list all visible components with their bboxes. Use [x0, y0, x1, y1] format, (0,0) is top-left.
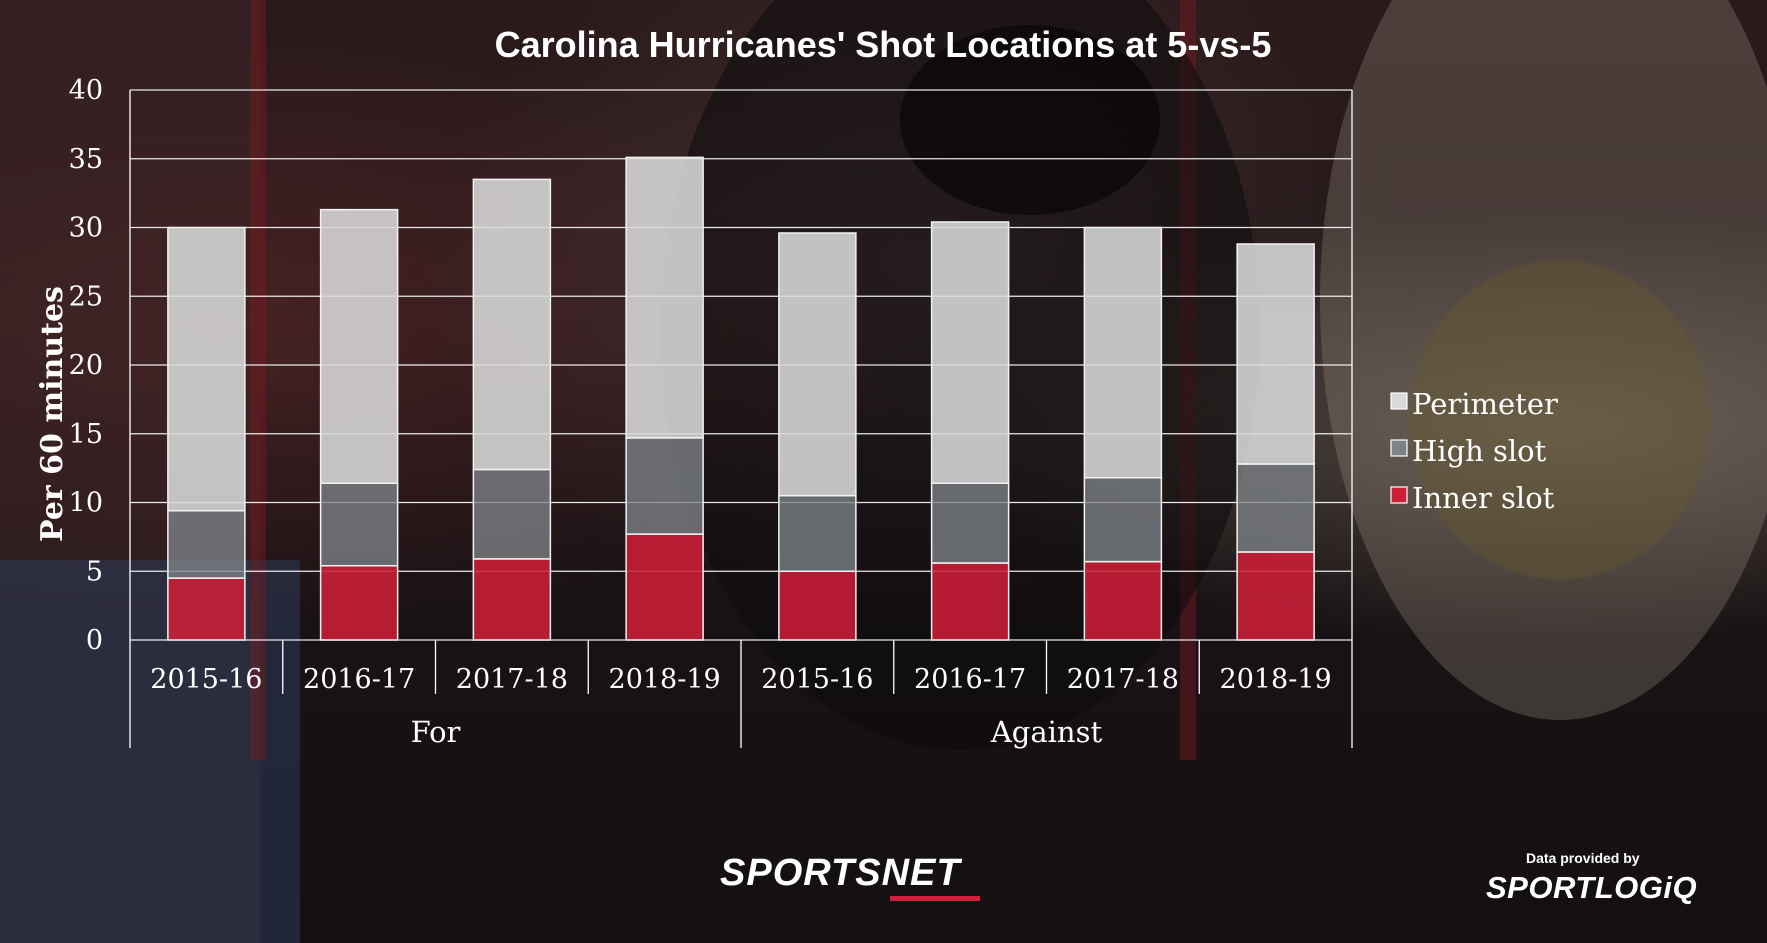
bars: [167, 156, 1315, 641]
bar-inner-slot: [1083, 560, 1163, 641]
y-tick-label: 5: [86, 556, 103, 587]
bar-high-slot: [1083, 477, 1163, 563]
bar-inner-slot: [319, 565, 399, 641]
bar-high-slot: [778, 494, 857, 572]
bar-high-slot: [1236, 463, 1315, 553]
y-tick-label: 15: [69, 419, 103, 450]
group-labels: For Against: [411, 715, 1103, 749]
legend-swatch: [1390, 486, 1408, 504]
bar-inner-slot: [625, 533, 704, 641]
x-tick-label: 2017-18: [1067, 664, 1179, 695]
x-tick-label: 2016-17: [914, 664, 1026, 695]
bar-high-slot: [319, 482, 399, 567]
bar-perimeter: [1236, 243, 1315, 465]
gridlines: [129, 89, 1353, 641]
data-credit: Data provided by SPORTLOGiQ: [1486, 850, 1706, 906]
legend-entry: High slot: [1412, 434, 1547, 468]
bar-inner-slot: [1236, 551, 1315, 641]
bar-inner-slot: [472, 558, 552, 641]
x-tick-label: 2016-17: [303, 664, 415, 695]
bar-high-slot: [167, 510, 246, 579]
bar-perimeter: [1083, 226, 1163, 479]
bar-high-slot: [625, 437, 704, 535]
y-tick-label: 30: [69, 213, 103, 244]
group-label: Against: [990, 715, 1103, 749]
bar-perimeter: [167, 226, 246, 512]
y-tick-labels: 0 5 10 15 20 25 30 35 40: [69, 75, 103, 656]
legend: Perimeter High slot Inner slot: [1390, 387, 1558, 515]
sportsnet-logo: SPORTSNET: [720, 852, 980, 901]
chart-title: Carolina Hurricanes' Shot Locations at 5…: [495, 24, 1272, 65]
y-tick-label: 35: [69, 144, 103, 175]
x-tick-label: 2018-19: [609, 664, 721, 695]
bar-perimeter: [930, 221, 1010, 484]
x-tick-labels: 2015-16 2016-17 2017-18 2018-19 2015-16 2016-…: [129, 640, 1353, 748]
x-tick-label: 2017-18: [456, 664, 568, 695]
bar-inner-slot: [167, 577, 246, 641]
group-label: For: [411, 715, 461, 749]
bar-perimeter: [472, 178, 552, 471]
y-tick-label: 0: [86, 625, 103, 656]
bar-perimeter: [778, 232, 857, 497]
legend-swatch: [1390, 392, 1408, 410]
x-tick-label: 2018-19: [1220, 664, 1332, 695]
y-tick-label: 25: [69, 281, 103, 312]
sportsnet-logo-text: SPORTSNET: [720, 852, 961, 894]
sportsnet-logo-swoosh: [890, 896, 980, 901]
bar-inner-slot: [778, 570, 857, 641]
bar-inner-slot: [930, 562, 1010, 641]
bar-high-slot: [930, 482, 1010, 564]
credit-caption: Data provided by: [1526, 850, 1640, 866]
y-tick-label: 20: [69, 350, 103, 381]
bar-perimeter: [625, 156, 704, 439]
x-tick-label: 2015-16: [150, 664, 262, 695]
x-tick-label: 2015-16: [761, 664, 873, 695]
legend-entry: Inner slot: [1412, 481, 1555, 515]
bar-high-slot: [472, 468, 552, 560]
sportlogiq-logo: SPORTLOGiQ: [1486, 870, 1698, 905]
bar-perimeter: [319, 208, 399, 484]
y-tick-label: 10: [69, 488, 103, 519]
legend-entry: Perimeter: [1412, 387, 1558, 421]
y-axis-label: Per 60 minutes: [35, 286, 70, 542]
legend-swatch: [1390, 439, 1408, 457]
y-tick-label: 40: [69, 75, 103, 106]
